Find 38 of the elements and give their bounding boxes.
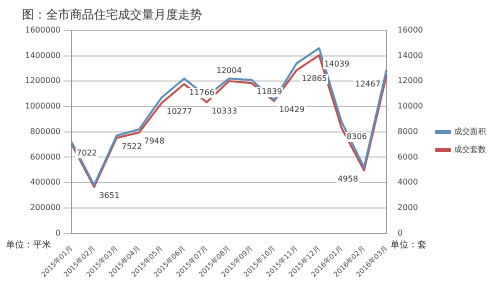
legend-label: 成交套数 bbox=[454, 145, 486, 154]
data-label: 7522 bbox=[122, 142, 142, 151]
data-label: 7022 bbox=[76, 148, 97, 158]
data-label: 4958 bbox=[338, 174, 358, 184]
data-label: 7948 bbox=[144, 136, 164, 146]
data-label: 8306 bbox=[346, 132, 367, 142]
y2-tick-label: 0 bbox=[398, 228, 403, 238]
chart-title: 图：全市商品住宅成交量月度走势 bbox=[22, 7, 202, 22]
y2-tick-label: 16000 bbox=[398, 25, 424, 34]
y-tick-label: 800000 bbox=[30, 126, 61, 136]
y2-tick-label: 12000 bbox=[398, 76, 424, 86]
data-label: 12865 bbox=[302, 74, 328, 84]
y2-tick-label: 10000 bbox=[398, 102, 424, 111]
data-label: 12004 bbox=[216, 66, 242, 76]
y2-tick-label: 14000 bbox=[398, 50, 424, 60]
y-tick-label: 1000000 bbox=[24, 102, 61, 111]
y-tick-label: 400000 bbox=[30, 178, 61, 187]
data-label: 10333 bbox=[212, 106, 238, 116]
y2-tick-label: 6000 bbox=[398, 152, 418, 162]
data-label: 10277 bbox=[166, 107, 192, 116]
text: 单位：平米 bbox=[6, 240, 51, 251]
y2-tick-label: 2000 bbox=[398, 202, 418, 212]
legend-label: 成交面积 bbox=[454, 127, 486, 136]
data-label: 3651 bbox=[99, 191, 120, 200]
data-label: 11839 bbox=[256, 87, 282, 96]
y-tick-label: 1400000 bbox=[24, 50, 61, 60]
y-tick-label: 600000 bbox=[30, 152, 61, 162]
data-label: 10429 bbox=[279, 105, 305, 114]
data-label: 12467 bbox=[355, 79, 381, 88]
y-tick-label: 1200000 bbox=[24, 76, 61, 86]
y2-tick-label: 8000 bbox=[398, 126, 418, 136]
data-label: 11766 bbox=[189, 88, 215, 98]
data-label: 14039 bbox=[324, 59, 350, 68]
y2-tick-label: 4000 bbox=[398, 178, 418, 187]
text: 单位：套 bbox=[390, 240, 427, 251]
y-tick-label: 0 bbox=[56, 228, 61, 238]
y-tick-label: 1600000 bbox=[24, 25, 61, 34]
y-tick-label: 200000 bbox=[30, 202, 61, 212]
